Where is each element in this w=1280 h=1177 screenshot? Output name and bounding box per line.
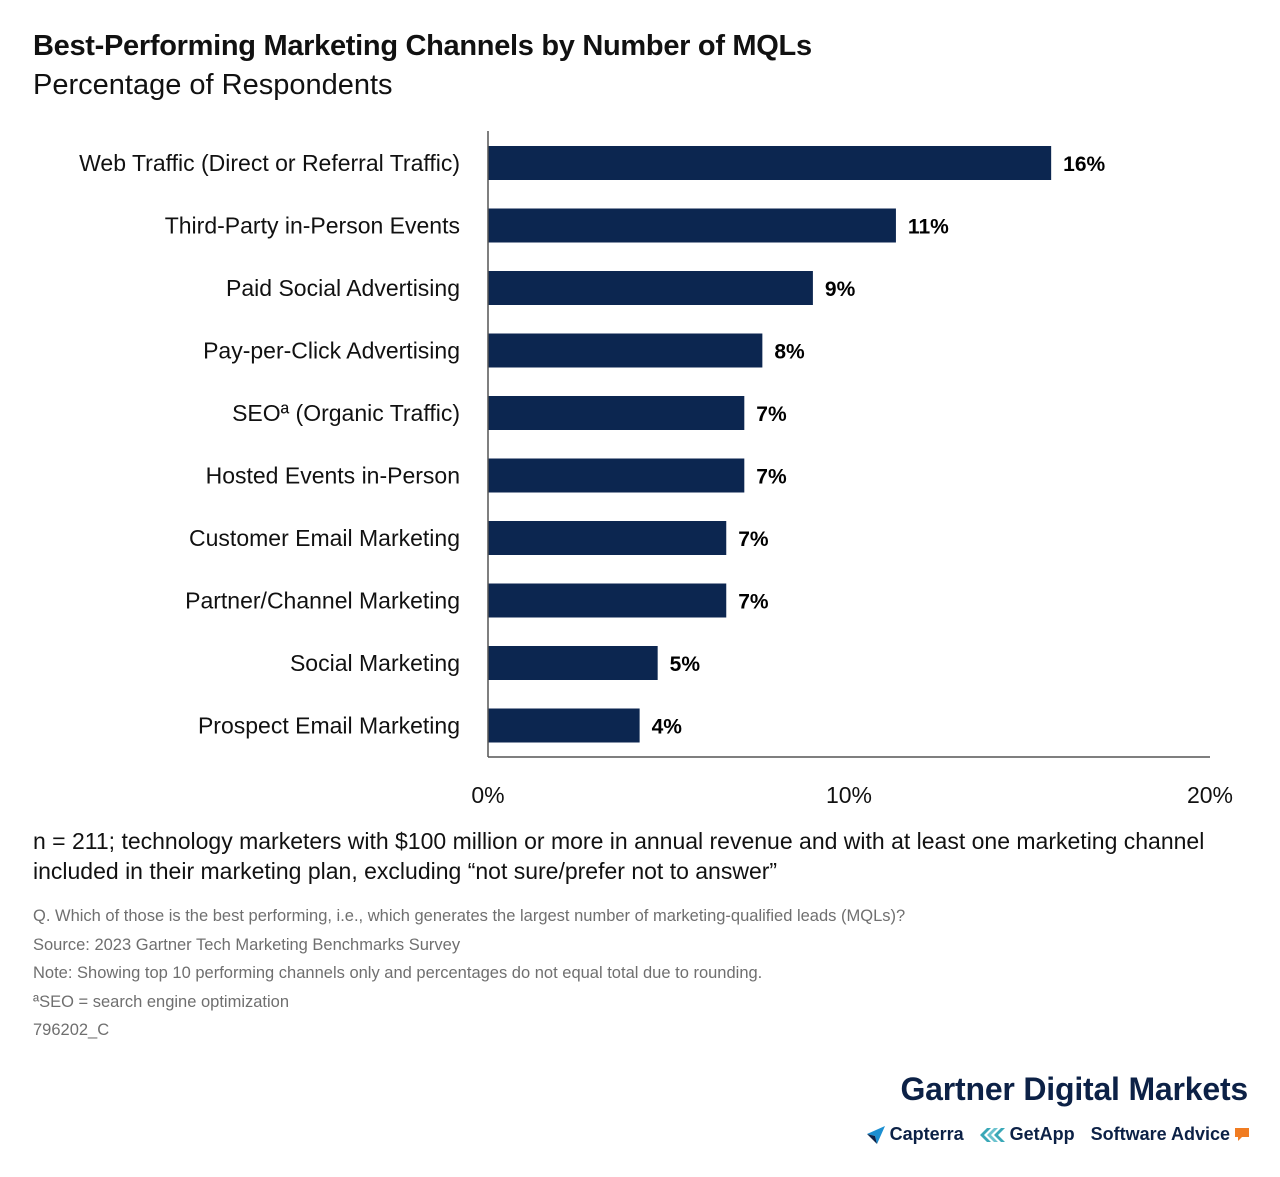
capterra-arrow-icon xyxy=(866,1125,885,1144)
seo-footnote: ªSEO = search engine optimization xyxy=(33,992,290,1011)
category-label: Hosted Events in-Person xyxy=(206,463,460,489)
figure-id: 796202_C xyxy=(33,1021,110,1040)
source-note: Source: 2023 Gartner Tech Marketing Benc… xyxy=(33,935,461,954)
bar xyxy=(488,271,813,305)
bar xyxy=(488,583,727,618)
chart-subtitle: Percentage of Respondents xyxy=(33,69,393,101)
bar-chart: Web Traffic (Direct or Referral Traffic)… xyxy=(79,131,1233,808)
chart-title: Best-Performing Marketing Channels by Nu… xyxy=(33,30,812,62)
bar xyxy=(488,208,896,243)
x-tick-label: 10% xyxy=(826,782,872,808)
bar xyxy=(488,458,745,493)
chart-notes: Q. Which of those is the best performing… xyxy=(33,902,1233,1045)
bar xyxy=(488,146,1052,180)
data-label: 11% xyxy=(908,216,949,239)
bar xyxy=(488,646,658,680)
data-label: 9% xyxy=(825,278,856,301)
bar xyxy=(488,708,640,743)
data-label: 8% xyxy=(774,341,805,364)
data-label: 7% xyxy=(756,466,787,489)
getapp-chevrons-icon xyxy=(979,1127,1005,1142)
data-label: 7% xyxy=(738,591,769,614)
gartner-digital-markets-logo: Gartner Digital Markets xyxy=(900,1071,1248,1107)
category-label: Pay-per-Click Advertising xyxy=(203,338,460,364)
partner-logos: Capterra GetApp Software Advice xyxy=(866,1124,1250,1145)
software-advice-logo: Software Advice xyxy=(1091,1124,1250,1145)
rounding-note: Note: Showing top 10 performing channels… xyxy=(33,964,763,983)
sample-description: n = 211; technology marketers with $100 … xyxy=(33,828,1205,884)
getapp-logo: GetApp xyxy=(979,1124,1075,1145)
category-label: SEOª (Organic Traffic) xyxy=(232,400,460,426)
data-label: 4% xyxy=(652,716,683,739)
software-advice-label: Software Advice xyxy=(1090,1124,1230,1144)
data-label: 5% xyxy=(670,653,701,676)
speech-bubble-icon xyxy=(1235,1127,1249,1141)
category-label: Partner/Channel Marketing xyxy=(185,588,460,614)
category-label: Web Traffic (Direct or Referral Traffic) xyxy=(79,150,460,176)
x-tick-label: 20% xyxy=(1187,782,1233,808)
category-label: Third-Party in-Person Events xyxy=(165,213,460,239)
category-label: Social Marketing xyxy=(290,650,460,676)
capterra-logo: Capterra xyxy=(866,1124,964,1145)
category-label: Paid Social Advertising xyxy=(226,275,460,301)
bar xyxy=(488,333,763,368)
bar xyxy=(488,521,727,555)
x-tick-label: 0% xyxy=(471,782,504,808)
bar xyxy=(488,396,745,430)
category-label: Prospect Email Marketing xyxy=(198,713,460,739)
survey-question: Q. Which of those is the best performing… xyxy=(33,907,906,925)
capterra-label: Capterra xyxy=(889,1124,964,1144)
getapp-label: GetApp xyxy=(1009,1124,1075,1144)
data-label: 7% xyxy=(738,528,769,551)
category-label: Customer Email Marketing xyxy=(189,525,460,551)
data-label: 7% xyxy=(756,403,787,426)
data-label: 16% xyxy=(1063,153,1105,176)
